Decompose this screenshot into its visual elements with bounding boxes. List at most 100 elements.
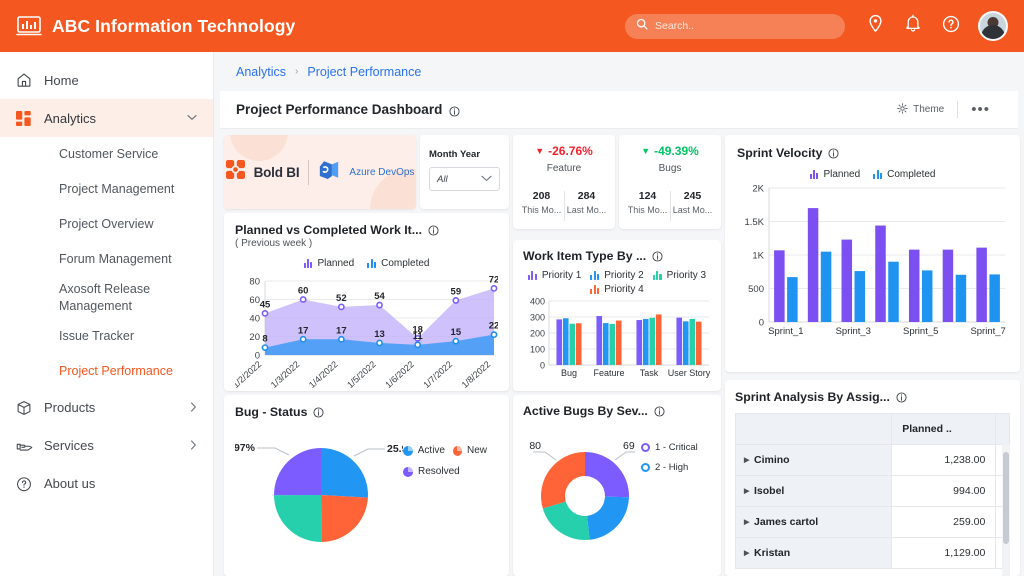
top-navigation-bar: ABC Information Technology	[0, 0, 1024, 52]
severity-donut-plot: 69 80	[529, 440, 635, 540]
legend-item-completed[interactable]: Completed	[367, 258, 429, 269]
location-pin-icon[interactable]	[867, 14, 884, 38]
sidebar-item-products[interactable]: Products	[0, 389, 213, 427]
cell-assignee: ▶ Cimino	[734, 444, 893, 476]
legend-item-priority-4[interactable]: Priority 4	[590, 284, 644, 295]
sidebar-item-about-us[interactable]: About us	[0, 465, 213, 503]
legend-item-priority-2[interactable]: Priority 2	[590, 270, 644, 281]
svg-text:80: 80	[529, 440, 541, 452]
legend-label: 2 - High	[655, 462, 689, 473]
table-row[interactable]: ▶ Kristan 1,129.00	[734, 537, 1010, 569]
column-header-planned[interactable]: Planned ..	[891, 413, 997, 445]
month-year-select[interactable]: All	[429, 167, 500, 191]
table-scrollbar[interactable]	[1002, 444, 1010, 576]
pie-row: 25.9% 23.97% Active New Resolved	[235, 423, 498, 543]
legend-item-new[interactable]: New	[453, 445, 487, 456]
sidebar-item-label: Issue Tracker	[59, 328, 135, 343]
donut-legend: 1 - Critical 2 - High	[641, 422, 698, 473]
kpi-split: 208 This Mo... 284 Last Mo...	[519, 190, 609, 221]
table-row[interactable]: ▶ Isobel 994.00	[734, 475, 1010, 507]
sidebar-item-customer-service[interactable]: Customer Service	[0, 137, 213, 172]
more-options-button[interactable]: •••	[971, 100, 990, 118]
svg-text:60: 60	[249, 295, 260, 306]
svg-text:Sprint_3: Sprint_3	[836, 326, 871, 337]
sidebar-item-label: Project Performance	[59, 363, 173, 378]
sidebar-item-services[interactable]: Services	[0, 427, 213, 465]
bug-status-pie-plot: 25.9% 23.97%	[235, 442, 403, 542]
svg-text:Sprint_7: Sprint_7	[970, 326, 1005, 337]
kpi-delta: ▼ -49.39%	[625, 144, 715, 158]
legend-item-active[interactable]: Active	[403, 445, 445, 456]
info-circle-icon[interactable]	[428, 224, 439, 236]
legend-item-priority-3[interactable]: Priority 3	[652, 270, 706, 281]
legend-item-priority-1[interactable]: Priority 1	[527, 270, 581, 281]
sidebar-item-label: Project Management	[59, 182, 175, 197]
sidebar-item-issue-tracker[interactable]: Issue Tracker	[0, 319, 213, 354]
table-row[interactable]: ▶ Cimino 1,238.00	[734, 444, 1010, 476]
triangle-right-icon[interactable]: ▶	[744, 457, 750, 464]
sidebar-item-axosoft-release-management[interactable]: Axosoft Release Management	[0, 277, 213, 319]
svg-text:User Story: User Story	[668, 368, 711, 378]
kpi-caption: Last Mo...	[566, 205, 607, 215]
legend-label: Planned	[317, 258, 355, 269]
svg-text:59: 59	[451, 286, 462, 297]
sidebar-item-analytics[interactable]: Analytics	[0, 99, 213, 137]
svg-text:Sprint_5: Sprint_5	[903, 326, 938, 337]
sidebar-item-home[interactable]: Home	[0, 61, 213, 99]
info-circle-icon[interactable]	[313, 406, 324, 418]
sidebar-item-project-management[interactable]: Project Management	[0, 172, 213, 207]
theme-button[interactable]: Theme	[884, 102, 957, 117]
cell-assignee: ▶ James cartol	[734, 506, 893, 538]
azure-devops-label: Azure DevOps	[349, 166, 415, 178]
sidebar-item-forum-management[interactable]: Forum Management	[0, 242, 213, 277]
info-circle-icon[interactable]	[652, 250, 663, 262]
svg-text:8: 8	[262, 334, 267, 345]
legend-item-resolved[interactable]: Resolved	[403, 466, 465, 477]
logo-row: Bold BI Azure DevOps	[225, 159, 415, 186]
info-circle-icon[interactable]	[828, 147, 839, 159]
kpi-value: 245	[683, 190, 702, 202]
legend-item-planned[interactable]: Planned	[303, 258, 355, 269]
legend-label: Completed	[381, 258, 430, 269]
info-circle-icon[interactable]	[449, 104, 460, 117]
chevron-down-icon[interactable]	[187, 114, 197, 123]
column-header-assignee[interactable]	[734, 413, 893, 445]
triangle-right-icon[interactable]: ▶	[744, 488, 750, 495]
info-circle-icon[interactable]	[896, 391, 907, 403]
cell-planned: 994.00	[891, 475, 997, 507]
legend-item-completed[interactable]: Completed	[873, 169, 935, 180]
dashboard-header: Project Performance Dashboard	[220, 91, 1018, 129]
svg-text:17: 17	[336, 325, 347, 336]
svg-text:0: 0	[540, 360, 545, 370]
box-icon	[16, 400, 44, 416]
legend-item-critical[interactable]: 1 - Critical	[641, 442, 698, 453]
bell-icon[interactable]	[905, 14, 921, 38]
svg-text:60: 60	[298, 286, 309, 297]
table-row[interactable]: ▶ James cartol 259.00	[734, 506, 1010, 538]
chevron-right-icon[interactable]	[190, 402, 197, 414]
breadcrumb: Analytics › Project Performance	[214, 52, 1024, 91]
chevron-right-icon[interactable]	[190, 440, 197, 452]
sidebar: Home Analytics Customer Service Project …	[0, 52, 214, 576]
info-circle-icon[interactable]	[654, 405, 665, 417]
triangle-right-icon[interactable]: ▶	[744, 550, 750, 557]
breadcrumb-item-analytics[interactable]: Analytics	[236, 64, 287, 79]
brand[interactable]: ABC Information Technology	[16, 15, 295, 37]
triangle-right-icon[interactable]: ▶	[744, 519, 750, 526]
avatar[interactable]	[978, 11, 1008, 41]
cell-planned: 1,238.00	[891, 444, 997, 476]
help-circle-icon[interactable]	[942, 15, 960, 38]
sidebar-item-project-performance[interactable]: Project Performance	[0, 354, 213, 389]
active-bugs-severity-card: Active Bugs By Sev... 69 80 1 - Critical	[513, 395, 721, 576]
chevron-down-icon	[481, 174, 492, 184]
legend-item-high[interactable]: 2 - High	[641, 462, 698, 473]
breadcrumb-item-project-performance[interactable]: Project Performance	[307, 64, 422, 79]
search-box[interactable]	[625, 13, 845, 39]
kpi-this-month: 208 This Mo...	[519, 190, 564, 215]
sidebar-item-project-overview[interactable]: Project Overview	[0, 207, 213, 242]
search-input[interactable]	[655, 20, 834, 32]
svg-text:17: 17	[298, 325, 309, 336]
legend-item-planned[interactable]: Planned	[809, 169, 860, 180]
sprint-velocity-card: Sprint Velocity Planned	[725, 135, 1020, 372]
